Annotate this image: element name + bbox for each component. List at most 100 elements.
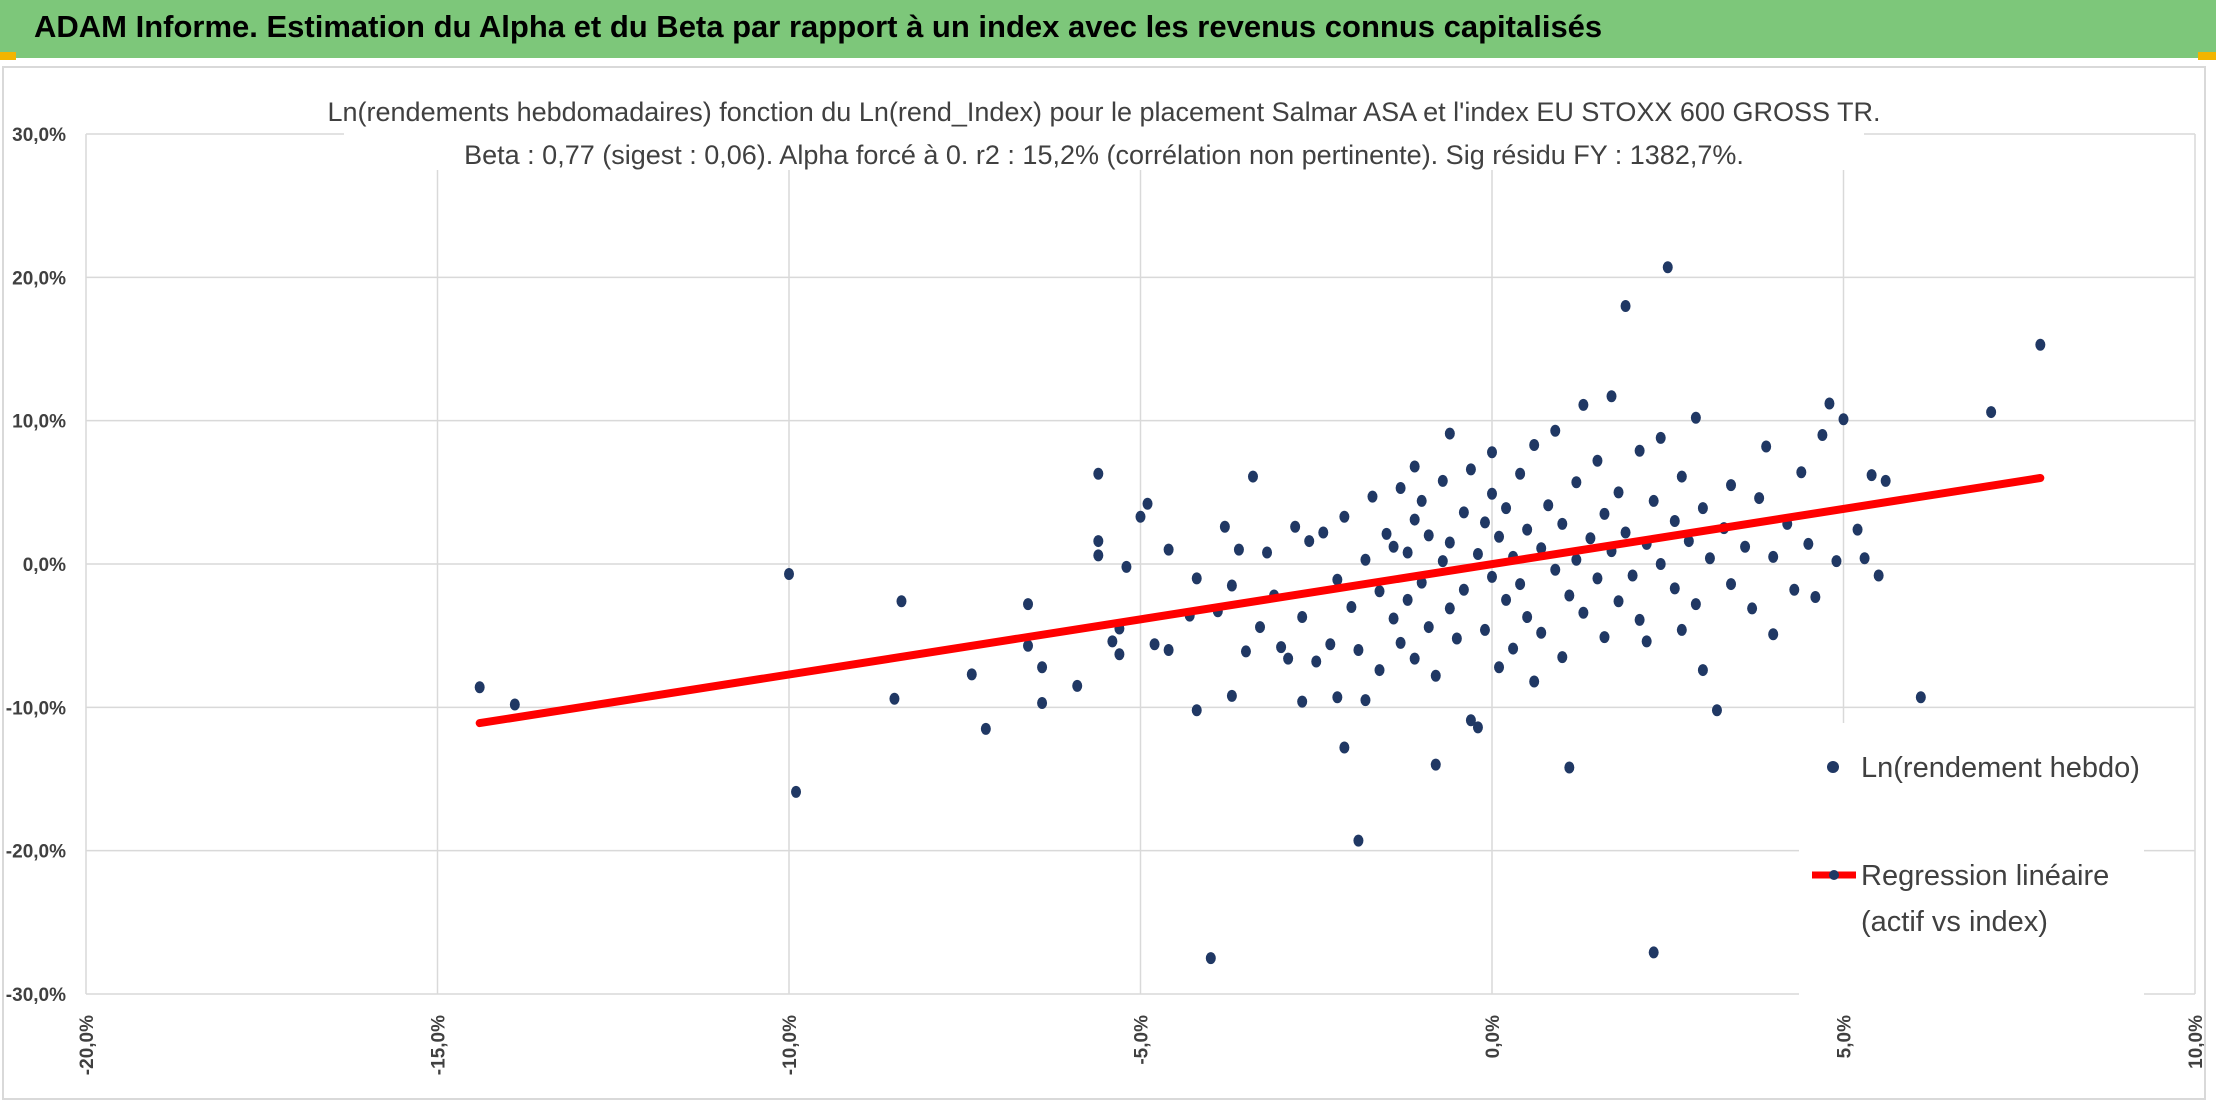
scatter-point-157	[1768, 550, 1779, 563]
scatter-point-162	[1803, 537, 1814, 550]
scatter-point-92	[1487, 446, 1497, 459]
scatter-point-27	[1191, 704, 1202, 717]
x-tick-label-0: -20,0%	[77, 1015, 98, 1075]
scatter-point-67	[1409, 513, 1420, 526]
scatter-point-80	[1444, 536, 1455, 549]
scatter-point-112	[1564, 589, 1575, 602]
y-tick-label-6: -30,0%	[6, 985, 66, 1006]
scatter-point-117	[1578, 606, 1589, 619]
scatter-point-106	[1536, 626, 1547, 639]
scatter-point-173	[1880, 474, 1891, 487]
scatter-point-77	[1437, 474, 1448, 487]
scatter-point-101	[1522, 523, 1533, 536]
legend-background	[1799, 723, 2144, 1013]
scatter-point-94	[1494, 530, 1505, 543]
scatter-point-45	[1311, 655, 1322, 668]
scatter-point-169	[1852, 523, 1863, 536]
chart-title-background	[344, 90, 1864, 170]
scatter-point-122	[1599, 631, 1610, 644]
scatter-point-36	[1255, 621, 1266, 634]
scatter-point-111	[1557, 651, 1568, 664]
scatter-point-149	[1711, 704, 1722, 717]
y-tick-label-2: 10,0%	[12, 412, 66, 433]
regression-line	[475, 474, 2045, 728]
scatter-point-71	[1416, 494, 1427, 507]
scatter-point-34	[1240, 645, 1251, 658]
scatter-point-65	[1402, 546, 1413, 559]
scatter-point-32	[1226, 689, 1237, 702]
scatter-point-56	[1360, 694, 1371, 707]
scatter-point-163	[1810, 590, 1821, 603]
banner-corner-left-marker	[0, 52, 16, 60]
scatter-point-23	[1163, 644, 1174, 656]
scatter-point-63	[1395, 482, 1406, 495]
scatter-point-96	[1501, 502, 1512, 515]
scatter-point-12	[1072, 679, 1083, 692]
scatter-point-18	[1114, 648, 1125, 661]
scatter-point-100	[1515, 578, 1526, 591]
scatter-point-64	[1395, 636, 1406, 649]
scatter-point-176	[2035, 338, 2046, 351]
scatter-point-175	[1986, 406, 1997, 419]
scatter-point-130	[1634, 444, 1645, 457]
scatter-point-49	[1332, 691, 1343, 704]
scatter-point-33	[1233, 543, 1244, 556]
banner-corner-right-marker	[2198, 52, 2216, 60]
scatter-point-127	[1620, 300, 1631, 312]
scatter-point-174	[1915, 691, 1926, 704]
scatter-point-79	[1444, 427, 1455, 440]
scatter-point-16	[1107, 635, 1118, 648]
scatter-point-37	[1262, 546, 1273, 559]
scatter-point-113	[1564, 761, 1575, 774]
scatter-point-109	[1550, 424, 1561, 437]
scatter-point-102	[1522, 611, 1533, 624]
scatter-point-47	[1325, 638, 1336, 651]
scatter-point-4	[896, 595, 907, 608]
legend-marker-regression-dot	[1829, 870, 1839, 880]
chart-title: Ln(rendements hebdomadaires) fonction du…	[328, 97, 1881, 127]
scatter-point-172	[1873, 569, 1884, 582]
chart-area: 30,0% 20,0% 10,0% 0,0% -10,0% -20,0% -30,0% -20…	[2, 66, 2206, 1100]
scatter-point-121	[1599, 507, 1610, 520]
scatter-point-161	[1796, 466, 1807, 479]
scatter-point-57	[1367, 490, 1378, 503]
scatter-point-26	[1191, 572, 1202, 585]
scatter-point-8	[1023, 598, 1034, 611]
scatter-point-28	[1205, 952, 1216, 965]
scatter-point-129	[1627, 569, 1638, 582]
scatter-point-82	[1458, 506, 1469, 519]
scatter-point-9	[1023, 639, 1034, 652]
scatter-point-55	[1360, 553, 1371, 566]
scatter-point-171	[1866, 469, 1877, 482]
scatter-point-151	[1726, 479, 1737, 492]
y-tick-label-0: 30,0%	[12, 125, 66, 146]
scatter-point-76	[1437, 555, 1448, 568]
scatter-point-155	[1754, 492, 1765, 505]
scatter-point-141	[1676, 470, 1687, 483]
scatter-point-73	[1423, 529, 1434, 542]
y-tick-label-1: 20,0%	[12, 268, 66, 289]
scatter-point-21	[1142, 497, 1153, 510]
scatter-point-46	[1318, 526, 1329, 539]
scatter-point-30	[1219, 520, 1230, 533]
scatter-point-52	[1346, 601, 1357, 613]
legend-marker-scatter	[1827, 761, 1839, 773]
scatter-point-42	[1297, 611, 1308, 624]
scatter-point-19	[1121, 560, 1132, 573]
chart-legend: Ln(rendement hebdo) Regression linéaire …	[1799, 723, 2144, 1013]
scatter-point-170	[1859, 552, 1870, 565]
scatter-point-7	[980, 722, 991, 735]
scatter-point-131	[1634, 613, 1645, 626]
scatter-point-84	[1465, 463, 1476, 476]
scatter-point-152	[1726, 578, 1737, 591]
scatter-point-59	[1374, 664, 1385, 677]
x-tick-label-4: 0,0%	[1483, 1015, 1504, 1058]
x-tick-label-3: -5,0%	[1132, 1015, 1153, 1065]
scatter-point-148	[1704, 552, 1715, 565]
scatter-point-107	[1543, 499, 1554, 512]
scatter-point-125	[1613, 486, 1624, 499]
scatter-point-85	[1465, 714, 1476, 727]
scatter-point-81	[1451, 632, 1462, 645]
scatter-point-119	[1592, 454, 1603, 467]
scatter-point-78	[1444, 602, 1455, 615]
